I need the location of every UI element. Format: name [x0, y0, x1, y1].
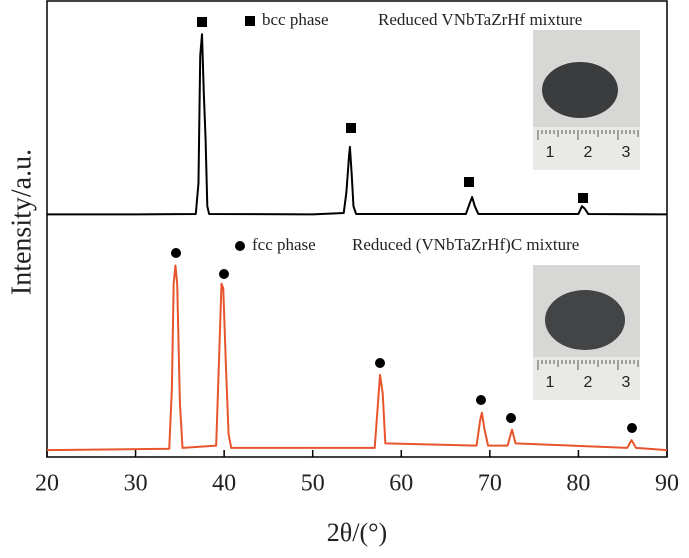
inset-ruler-label: 1 [546, 374, 555, 391]
legend-label: Reduced (VNbTaZrHf)C mixture [352, 235, 579, 254]
y-axis-label: Intensity/a.u. [6, 149, 37, 295]
inset-photo [533, 265, 640, 400]
series-line [46, 264, 668, 452]
legend-marker-label: fcc phase [252, 235, 316, 254]
inset-ruler-label: 3 [622, 374, 631, 391]
x-tick-label: 20 [35, 471, 59, 497]
plot-frame [46, 0, 668, 458]
x-tick-label: 70 [478, 471, 502, 497]
series-line [47, 33, 668, 216]
bcc-markers [197, 16, 588, 203]
x-tick-label: 40 [212, 471, 236, 497]
inset-ruler-label: 2 [584, 374, 593, 391]
x-tick-label: 90 [655, 471, 679, 497]
x-tick-label: 60 [389, 471, 413, 497]
inset-ruler-label: 3 [622, 144, 631, 161]
inset-ruler-label: 2 [584, 144, 593, 161]
legend-label: Reduced VNbTaZrHf mixture [378, 10, 582, 29]
x-axis-label: 2θ/(°) [327, 518, 387, 547]
x-tick-label: 80 [566, 471, 590, 497]
x-tick-label: 50 [301, 471, 325, 497]
fcc-markers [171, 241, 637, 433]
x-tick-label: 30 [124, 471, 148, 497]
inset-photo [533, 30, 640, 170]
inset-ruler-label: 1 [546, 144, 555, 161]
legend-marker-label: bcc phase [262, 10, 329, 29]
